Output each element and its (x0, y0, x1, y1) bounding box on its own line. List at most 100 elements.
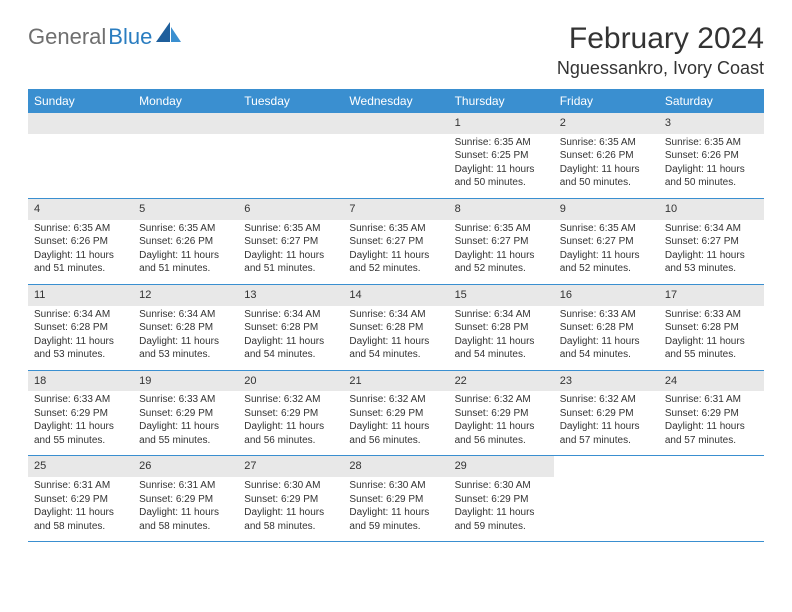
day-number: 21 (343, 371, 448, 392)
calendar-cell: 27Sunrise: 6:30 AMSunset: 6:29 PMDayligh… (238, 456, 343, 542)
day-number: 28 (343, 456, 448, 477)
daylight-line: Daylight: 11 hours and 56 minutes. (244, 420, 337, 447)
sunset-line: Sunset: 6:28 PM (455, 321, 548, 335)
day-number: 18 (28, 371, 133, 392)
sunset-line: Sunset: 6:29 PM (349, 407, 442, 421)
sunrise-line: Sunrise: 6:32 AM (560, 393, 653, 407)
sunset-line: Sunset: 6:29 PM (244, 407, 337, 421)
calendar-cell: 3Sunrise: 6:35 AMSunset: 6:26 PMDaylight… (659, 113, 764, 198)
sunset-line: Sunset: 6:26 PM (560, 149, 653, 163)
daylight-line: Daylight: 11 hours and 50 minutes. (665, 163, 758, 190)
sunrise-line: Sunrise: 6:35 AM (455, 222, 548, 236)
day-number: 24 (659, 371, 764, 392)
calendar-cell: 14Sunrise: 6:34 AMSunset: 6:28 PMDayligh… (343, 284, 448, 370)
day-number: 15 (449, 285, 554, 306)
daylight-line: Daylight: 11 hours and 56 minutes. (349, 420, 442, 447)
day-number: 5 (133, 199, 238, 220)
day-number: 7 (343, 199, 448, 220)
calendar-cell: 13Sunrise: 6:34 AMSunset: 6:28 PMDayligh… (238, 284, 343, 370)
calendar-cell: 17Sunrise: 6:33 AMSunset: 6:28 PMDayligh… (659, 284, 764, 370)
day-details: Sunrise: 6:32 AMSunset: 6:29 PMDaylight:… (343, 391, 448, 455)
sunrise-line: Sunrise: 6:35 AM (139, 222, 232, 236)
day-details: Sunrise: 6:34 AMSunset: 6:28 PMDaylight:… (449, 306, 554, 370)
daylight-line: Daylight: 11 hours and 53 minutes. (34, 335, 127, 362)
day-details: Sunrise: 6:35 AMSunset: 6:26 PMDaylight:… (28, 220, 133, 284)
day-number: 1 (449, 113, 554, 134)
calendar-cell: 28Sunrise: 6:30 AMSunset: 6:29 PMDayligh… (343, 456, 448, 542)
sunset-line: Sunset: 6:28 PM (665, 321, 758, 335)
calendar-cell: 26Sunrise: 6:31 AMSunset: 6:29 PMDayligh… (133, 456, 238, 542)
sunrise-line: Sunrise: 6:34 AM (455, 308, 548, 322)
empty-daynum (28, 113, 133, 134)
calendar-cell (28, 113, 133, 198)
calendar-cell: 9Sunrise: 6:35 AMSunset: 6:27 PMDaylight… (554, 198, 659, 284)
daylight-line: Daylight: 11 hours and 51 minutes. (139, 249, 232, 276)
sunset-line: Sunset: 6:29 PM (34, 407, 127, 421)
daylight-line: Daylight: 11 hours and 58 minutes. (34, 506, 127, 533)
sunset-line: Sunset: 6:28 PM (244, 321, 337, 335)
calendar-cell: 2Sunrise: 6:35 AMSunset: 6:26 PMDaylight… (554, 113, 659, 198)
daylight-line: Daylight: 11 hours and 55 minutes. (139, 420, 232, 447)
sunrise-line: Sunrise: 6:34 AM (244, 308, 337, 322)
day-details: Sunrise: 6:35 AMSunset: 6:26 PMDaylight:… (554, 134, 659, 198)
daylight-line: Daylight: 11 hours and 55 minutes. (665, 335, 758, 362)
calendar-cell: 1Sunrise: 6:35 AMSunset: 6:25 PMDaylight… (449, 113, 554, 198)
day-details: Sunrise: 6:31 AMSunset: 6:29 PMDaylight:… (659, 391, 764, 455)
calendar-week-row: 11Sunrise: 6:34 AMSunset: 6:28 PMDayligh… (28, 284, 764, 370)
daylight-line: Daylight: 11 hours and 52 minutes. (455, 249, 548, 276)
sunrise-line: Sunrise: 6:34 AM (349, 308, 442, 322)
day-number: 4 (28, 199, 133, 220)
sunrise-line: Sunrise: 6:32 AM (244, 393, 337, 407)
month-year-title: February 2024 (557, 22, 764, 56)
daylight-line: Daylight: 11 hours and 54 minutes. (244, 335, 337, 362)
day-number: 6 (238, 199, 343, 220)
calendar-cell: 8Sunrise: 6:35 AMSunset: 6:27 PMDaylight… (449, 198, 554, 284)
empty-daynum (133, 113, 238, 134)
day-details: Sunrise: 6:35 AMSunset: 6:27 PMDaylight:… (343, 220, 448, 284)
day-number: 29 (449, 456, 554, 477)
daylight-line: Daylight: 11 hours and 54 minutes. (455, 335, 548, 362)
day-number: 14 (343, 285, 448, 306)
calendar-cell: 18Sunrise: 6:33 AMSunset: 6:29 PMDayligh… (28, 370, 133, 456)
calendar-cell: 23Sunrise: 6:32 AMSunset: 6:29 PMDayligh… (554, 370, 659, 456)
sunset-line: Sunset: 6:28 PM (560, 321, 653, 335)
daylight-line: Daylight: 11 hours and 57 minutes. (560, 420, 653, 447)
calendar-page: General Blue February 2024 Nguessankro, … (0, 0, 792, 564)
calendar-cell (133, 113, 238, 198)
day-number: 27 (238, 456, 343, 477)
calendar-cell: 5Sunrise: 6:35 AMSunset: 6:26 PMDaylight… (133, 198, 238, 284)
day-number: 10 (659, 199, 764, 220)
calendar-cell: 11Sunrise: 6:34 AMSunset: 6:28 PMDayligh… (28, 284, 133, 370)
sunrise-line: Sunrise: 6:34 AM (139, 308, 232, 322)
day-number: 23 (554, 371, 659, 392)
day-number: 20 (238, 371, 343, 392)
calendar-table: SundayMondayTuesdayWednesdayThursdayFrid… (28, 89, 764, 542)
daylight-line: Daylight: 11 hours and 55 minutes. (34, 420, 127, 447)
weekday-header: Saturday (659, 89, 764, 113)
sunrise-line: Sunrise: 6:35 AM (244, 222, 337, 236)
sunrise-line: Sunrise: 6:35 AM (560, 136, 653, 150)
calendar-cell: 4Sunrise: 6:35 AMSunset: 6:26 PMDaylight… (28, 198, 133, 284)
sunset-line: Sunset: 6:29 PM (455, 407, 548, 421)
sunset-line: Sunset: 6:26 PM (139, 235, 232, 249)
day-details: Sunrise: 6:35 AMSunset: 6:26 PMDaylight:… (133, 220, 238, 284)
logo-text-second: Blue (108, 24, 152, 50)
sunset-line: Sunset: 6:29 PM (455, 493, 548, 507)
sunset-line: Sunset: 6:27 PM (560, 235, 653, 249)
sunset-line: Sunset: 6:26 PM (34, 235, 127, 249)
day-details: Sunrise: 6:34 AMSunset: 6:28 PMDaylight:… (343, 306, 448, 370)
day-number: 16 (554, 285, 659, 306)
sunrise-line: Sunrise: 6:30 AM (244, 479, 337, 493)
day-details: Sunrise: 6:30 AMSunset: 6:29 PMDaylight:… (343, 477, 448, 541)
sunset-line: Sunset: 6:27 PM (665, 235, 758, 249)
daylight-line: Daylight: 11 hours and 59 minutes. (455, 506, 548, 533)
calendar-week-row: 1 Sunrise: 6:35 AM Sunset: 6:25 PM Daylight… (28, 113, 764, 198)
sunset-line: Sunset: 6:28 PM (139, 321, 232, 335)
day-number: 25 (28, 456, 133, 477)
sunset-line: Sunset: 6:25 PM (455, 149, 548, 163)
day-details: Sunrise: 6:35 AMSunset: 6:27 PMDaylight:… (238, 220, 343, 284)
sunrise-line: Sunrise: 6:33 AM (560, 308, 653, 322)
sunset-line: Sunset: 6:29 PM (349, 493, 442, 507)
sunrise-line: Sunrise: 6:31 AM (139, 479, 232, 493)
calendar-cell: 6Sunrise: 6:35 AMSunset: 6:27 PMDaylight… (238, 198, 343, 284)
